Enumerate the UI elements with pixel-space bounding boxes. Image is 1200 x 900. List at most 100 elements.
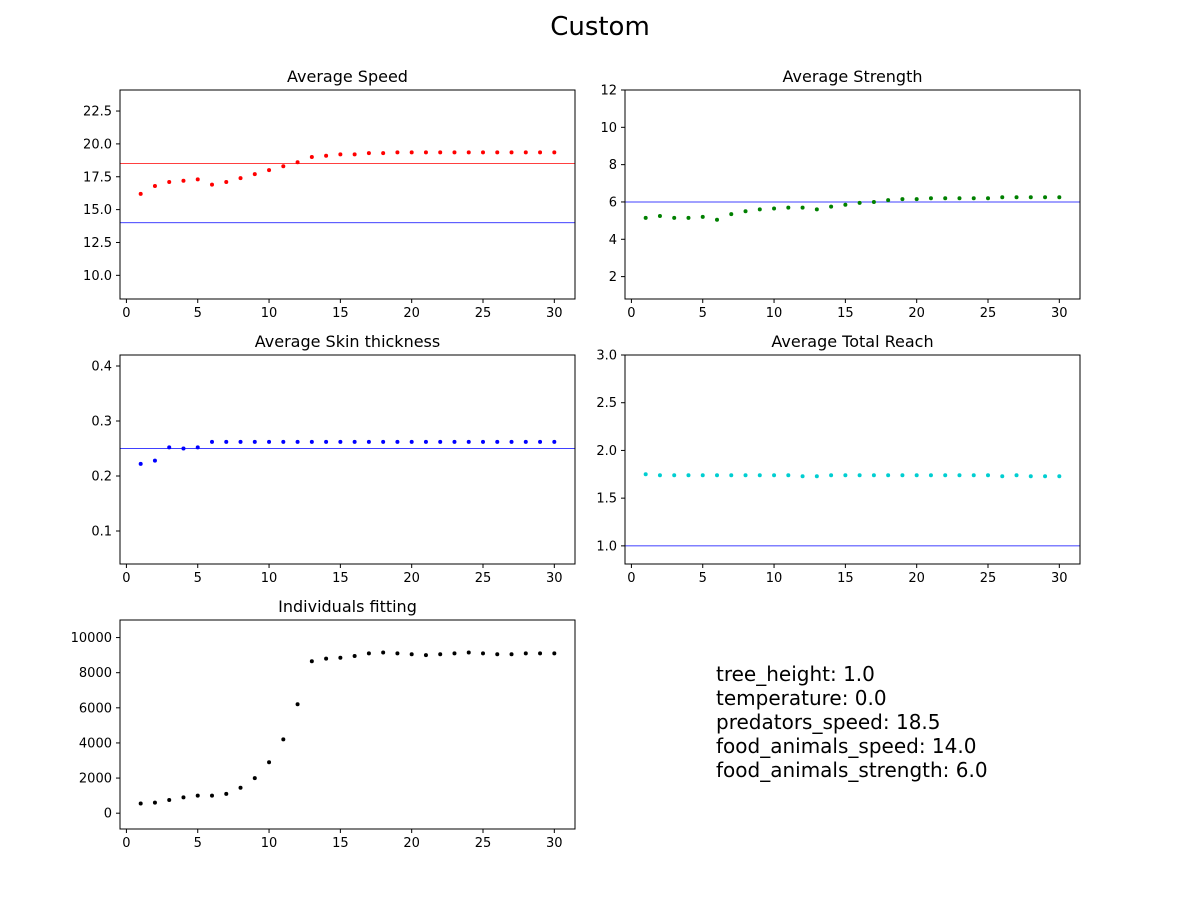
data-point xyxy=(843,473,848,478)
data-point xyxy=(523,439,528,444)
data-point xyxy=(238,439,243,444)
x-tick-label: 30 xyxy=(546,571,563,586)
data-point xyxy=(700,473,705,478)
data-point xyxy=(928,196,933,201)
subplot-average-speed: Average Speed 0 5 10 15 20 25 30 10.0 12.5 15.0 17.… xyxy=(83,67,576,321)
data-point xyxy=(714,473,719,478)
data-point xyxy=(772,473,777,478)
data-point xyxy=(309,659,314,664)
y-tick-label: 10000 xyxy=(71,631,112,646)
axes-frame xyxy=(119,89,576,300)
y-tick-label: 17.5 xyxy=(83,170,112,185)
y-tick-label: 3.0 xyxy=(596,349,617,364)
data-point xyxy=(309,439,314,444)
data-point xyxy=(523,651,528,656)
data-point xyxy=(267,760,272,765)
data-point xyxy=(324,656,329,661)
y-tick-label: 12 xyxy=(600,84,617,99)
data-point xyxy=(181,178,186,183)
data-point xyxy=(281,439,286,444)
subplot-title: Average Strength xyxy=(783,67,923,86)
y-tick-label: 4 xyxy=(609,233,617,248)
data-point xyxy=(971,196,976,201)
y-tick-label: 6000 xyxy=(79,701,112,716)
axes-frame xyxy=(119,354,576,565)
parameter-line: temperature: 0.0 xyxy=(716,686,887,710)
data-point xyxy=(829,473,834,478)
data-point xyxy=(800,474,805,479)
data-point xyxy=(267,168,272,173)
data-point xyxy=(786,205,791,210)
data-point xyxy=(729,473,734,478)
data-point xyxy=(295,160,300,165)
data-point xyxy=(295,702,300,707)
y-tick-label: 0.4 xyxy=(91,360,112,375)
data-point xyxy=(224,439,229,444)
data-point xyxy=(395,651,400,656)
data-point xyxy=(452,439,457,444)
y-tick-label: 10 xyxy=(600,121,617,136)
data-point xyxy=(657,473,662,478)
data-point xyxy=(281,737,286,742)
x-tick-label: 20 xyxy=(908,306,925,321)
data-point xyxy=(395,150,400,155)
data-point xyxy=(495,439,500,444)
y-tick-label: 1.5 xyxy=(596,492,617,507)
data-point xyxy=(886,473,891,478)
data-point xyxy=(481,439,486,444)
data-point xyxy=(800,205,805,210)
x-tick-label: 15 xyxy=(332,836,349,851)
data-point xyxy=(1000,195,1005,200)
data-point xyxy=(252,776,257,781)
y-tick-label: 22.5 xyxy=(83,105,112,120)
data-point xyxy=(209,439,214,444)
data-point xyxy=(167,445,172,450)
data-point xyxy=(481,651,486,656)
data-point xyxy=(381,439,386,444)
data-point xyxy=(324,153,329,158)
x-tick-label: 15 xyxy=(332,571,349,586)
subplot-average-strength: Average Strength 0 5 10 15 20 25 30 2 4 6 8 10 12 xyxy=(600,67,1081,321)
x-tick-label: 25 xyxy=(475,836,492,851)
data-point xyxy=(900,197,905,202)
data-point xyxy=(495,150,500,155)
x-tick-label: 30 xyxy=(1051,571,1068,586)
y-tick-label: 2.0 xyxy=(596,444,617,459)
data-point xyxy=(138,461,143,466)
x-tick-label: 10 xyxy=(261,571,278,586)
data-point xyxy=(871,473,876,478)
x-tick-label: 25 xyxy=(475,306,492,321)
data-point xyxy=(238,176,243,181)
data-point xyxy=(900,473,905,478)
data-point xyxy=(152,800,157,805)
x-tick-label: 5 xyxy=(699,571,707,586)
data-point xyxy=(366,439,371,444)
data-point xyxy=(757,473,762,478)
data-point xyxy=(1000,474,1005,479)
data-point xyxy=(509,439,514,444)
x-tick-label: 10 xyxy=(766,571,783,586)
x-tick-label: 30 xyxy=(546,836,563,851)
x-tick-label: 20 xyxy=(403,836,420,851)
data-point xyxy=(957,473,962,478)
data-point xyxy=(743,473,748,478)
data-point xyxy=(395,439,400,444)
data-point xyxy=(943,473,948,478)
data-point xyxy=(538,439,543,444)
data-point xyxy=(409,652,414,657)
x-tick-label: 30 xyxy=(1051,306,1068,321)
data-point xyxy=(195,445,200,450)
x-tick-label: 0 xyxy=(122,836,130,851)
subplot-title: Individuals fitting xyxy=(278,597,417,616)
data-point xyxy=(786,473,791,478)
subplot-average-skin-thickness: Average Skin thickness 0 5 10 15 20 25 30 0.1 0.2… xyxy=(91,332,576,586)
y-tick-label: 2.5 xyxy=(596,396,617,411)
data-point xyxy=(1057,474,1062,479)
y-tick-label: 12.5 xyxy=(83,236,112,251)
x-tick-label: 0 xyxy=(122,306,130,321)
data-point xyxy=(352,439,357,444)
data-point xyxy=(352,654,357,659)
x-tick-label: 15 xyxy=(837,571,854,586)
data-point xyxy=(1014,195,1019,200)
